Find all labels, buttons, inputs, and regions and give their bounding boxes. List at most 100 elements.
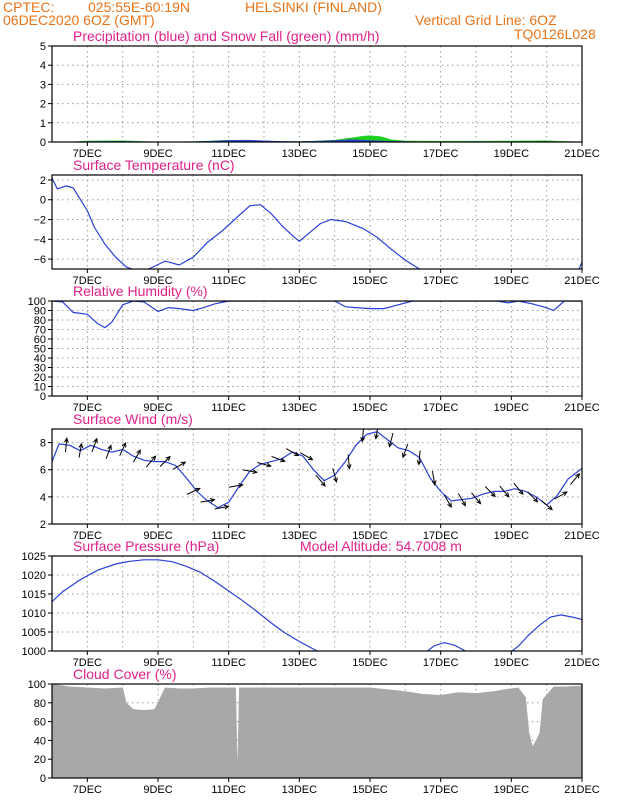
y-tick-label: 1000	[22, 646, 46, 658]
x-tick-label: 7DEC	[73, 530, 102, 542]
wind-arrow	[78, 442, 84, 458]
y-tick-label: 20	[34, 754, 46, 766]
chart-header: CPTEC: 025:55E-60:19N HELSINKI (FINLAND)…	[3, 0, 596, 42]
series-line	[52, 301, 582, 329]
wind-arrow	[285, 448, 300, 457]
header-model-code: TQ0126L028	[514, 26, 596, 42]
x-tick-label: 21DEC	[564, 530, 600, 542]
wind-arrow-shaft	[332, 468, 337, 483]
wind-arrow-shaft	[132, 449, 141, 463]
wind-arrow-shaft	[457, 493, 466, 506]
wind-arrow	[146, 455, 157, 468]
y-tick-label: −2	[33, 215, 46, 227]
series-line	[52, 431, 582, 509]
panel-plot-area	[52, 177, 582, 269]
x-tick-label: 7DEC	[73, 784, 102, 796]
series-line	[52, 177, 582, 269]
wind-arrow-shaft	[242, 469, 257, 473]
panel-plot-area	[52, 559, 582, 651]
panel-frame	[51, 174, 583, 270]
wind-arrow-head	[533, 497, 539, 503]
x-tick-label: 15DEC	[352, 657, 388, 669]
wind-arrow-shaft	[228, 484, 243, 488]
wind-arrow-shaft	[418, 450, 421, 465]
wind-arrow	[554, 491, 568, 500]
y-tick-label: −4	[33, 234, 46, 246]
wind-arrow	[527, 491, 539, 503]
wind-arrow-head	[307, 455, 314, 461]
y-tick-label: 60	[34, 717, 46, 729]
wind-arrow	[388, 432, 394, 448]
wind-arrow	[499, 485, 510, 498]
wind-arrow	[401, 443, 409, 459]
wind-arrow-shaft	[300, 452, 313, 461]
wind-arrow-head	[547, 505, 553, 511]
wind-arrow	[360, 429, 366, 443]
wind-arrow-head	[136, 449, 141, 455]
panel-plot-area	[69, 135, 582, 142]
y-tick-label: 1010	[22, 608, 46, 620]
wind-arrow-shaft	[347, 454, 350, 469]
wind-arrow-head	[346, 464, 352, 470]
x-tick-label: 11DEC	[211, 275, 246, 287]
y-tick-label: −6	[33, 254, 46, 266]
x-tick-label: 21DEC	[564, 402, 600, 414]
panel-plot-area	[52, 301, 582, 329]
wind-arrow-head	[461, 501, 466, 507]
y-tick-label: 0	[40, 195, 46, 207]
wind-arrow-shaft	[91, 438, 98, 453]
x-tick-label: 11DEC	[211, 657, 246, 669]
wind-arrow	[540, 500, 553, 511]
y-tick-label: 1005	[22, 627, 46, 639]
x-tick-label: 15DEC	[352, 148, 388, 160]
wind-arrow-head	[575, 472, 581, 479]
y-tick-label: 0	[40, 773, 46, 785]
wind-arrow	[214, 504, 230, 510]
x-tick-label: 15DEC	[352, 402, 388, 414]
wind-arrow	[132, 449, 141, 463]
x-tick-label: 13DEC	[282, 530, 318, 542]
y-tick-label: 1015	[22, 589, 46, 601]
panel-title: Surface Wind (m/s)	[73, 411, 193, 427]
wind-arrow	[64, 437, 69, 453]
header-location: HELSINKI (FINLAND)	[245, 0, 382, 15]
panel-plot-area	[52, 429, 582, 511]
y-tick-label: 0	[40, 391, 46, 403]
wind-arrow-shaft	[527, 491, 538, 503]
x-tick-label: 9DEC	[143, 784, 172, 796]
x-tick-label: 15DEC	[352, 784, 388, 796]
wind-arrow	[242, 469, 258, 474]
y-tick-label: 30	[34, 363, 46, 375]
x-tick-label: 7DEC	[73, 402, 102, 414]
x-tick-label: 19DEC	[494, 148, 530, 160]
wind-arrow-shaft	[200, 499, 215, 503]
y-tick-label: 70	[34, 325, 46, 337]
x-tick-label: 13DEC	[282, 402, 318, 414]
wind-arrow	[300, 452, 314, 461]
x-tick-label: 17DEC	[423, 402, 459, 414]
panel-title: Cloud Cover (%)	[73, 666, 176, 682]
x-tick-label: 19DEC	[494, 275, 530, 287]
wind-arrow	[570, 472, 581, 485]
wind-arrow	[186, 487, 201, 495]
x-tick-label: 11DEC	[211, 402, 246, 414]
x-tick-label: 9DEC	[143, 657, 172, 669]
y-tick-label: 90	[34, 306, 46, 318]
y-tick-label: 20	[34, 372, 46, 384]
x-tick-label: 19DEC	[494, 784, 530, 796]
wind-arrow-head	[280, 457, 286, 463]
x-tick-label: 9DEC	[143, 402, 172, 414]
y-tick-label: 2	[40, 175, 46, 187]
wind-arrow	[257, 461, 272, 468]
y-tick-label: 8	[40, 438, 46, 450]
wind-arrow-shaft	[65, 438, 68, 453]
wind-arrow-shaft	[540, 500, 553, 510]
wind-arrow	[416, 450, 422, 466]
series-line	[52, 559, 582, 651]
x-tick-label: 13DEC	[282, 657, 318, 669]
panel-title: Precipitation (blue) and Snow Fall (gree…	[73, 28, 380, 44]
wind-arrow-head	[374, 434, 379, 440]
x-tick-label: 17DEC	[423, 148, 459, 160]
wind-arrow	[105, 444, 112, 459]
y-tick-label: 10	[34, 382, 46, 394]
